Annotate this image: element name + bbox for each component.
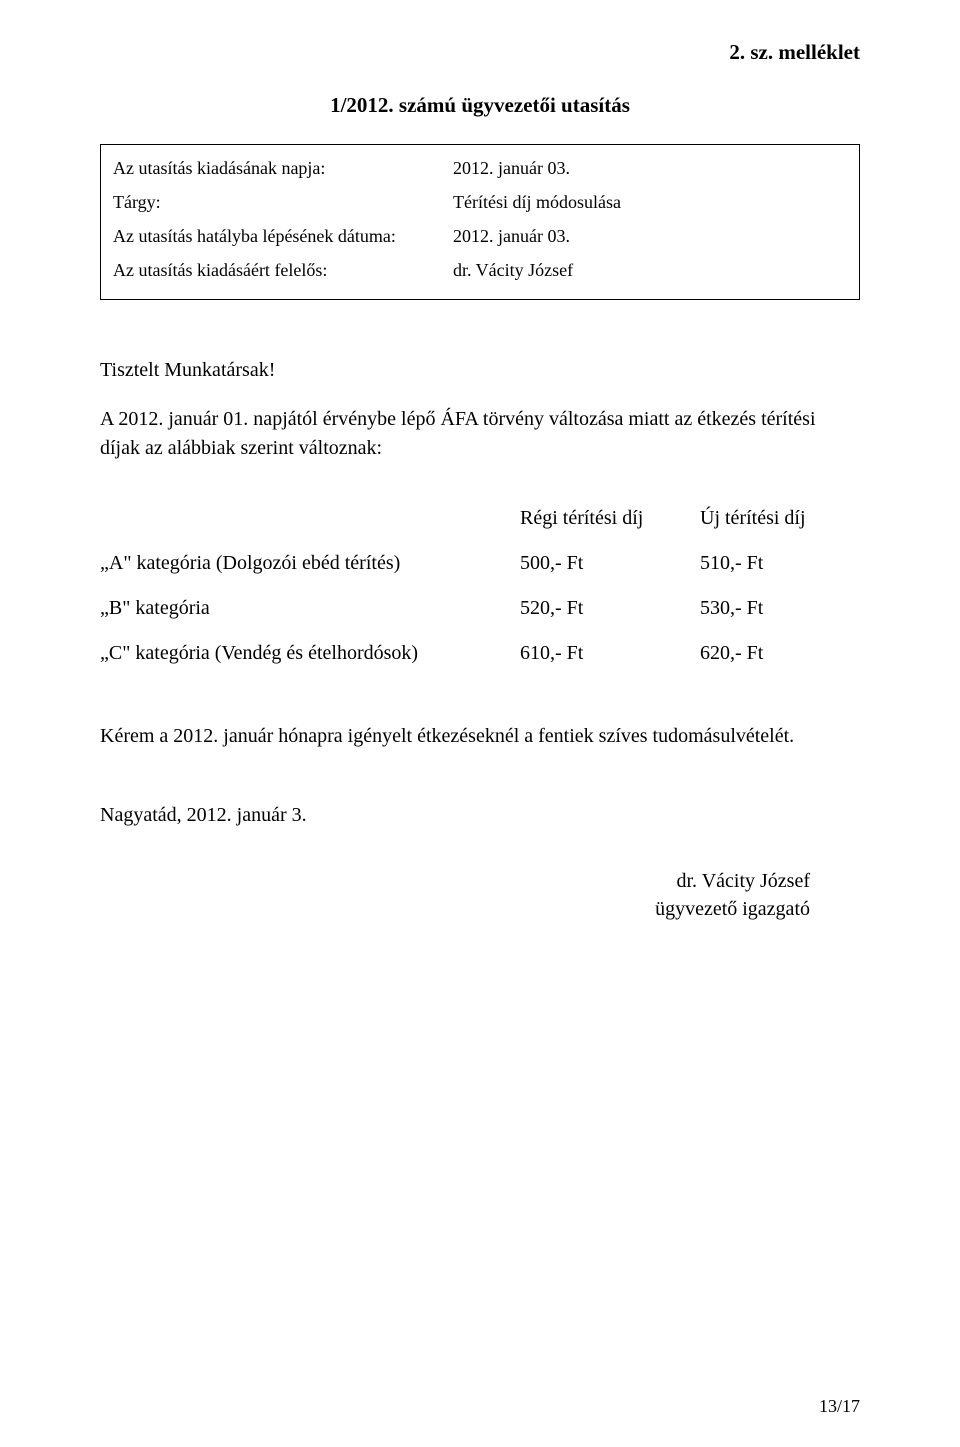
- document-title: 1/2012. számú ügyvezetői utasítás: [100, 93, 860, 118]
- fee-header-blank: [100, 507, 520, 530]
- fee-row: „C" kategória (Vendég és ételhordósok) 6…: [100, 642, 860, 665]
- signature-title: ügyvezető igazgató: [100, 895, 810, 923]
- meta-block: Az utasítás kiadásának napja: 2012. janu…: [100, 144, 860, 300]
- attachment-heading: 2. sz. melléklet: [100, 40, 860, 65]
- fee-label: „B" kategória: [100, 597, 520, 620]
- fee-old: 520,- Ft: [520, 597, 700, 620]
- meta-label: Az utasítás kiadásáért felelős:: [113, 257, 453, 285]
- fee-header-new: Új térítési díj: [700, 507, 860, 530]
- meta-row-subject: Tárgy: Térítési díj módosulása: [113, 189, 847, 217]
- meta-value: Térítési díj módosulása: [453, 189, 847, 217]
- intro-paragraph: A 2012. január 01. napjától érvénybe lép…: [100, 405, 860, 463]
- fee-header-row: Régi térítési díj Új térítési díj: [100, 507, 860, 530]
- body-text: Tisztelt Munkatársak! A 2012. január 01.…: [100, 356, 860, 463]
- signature-name: dr. Vácity József: [100, 867, 810, 895]
- date-line: Nagyatád, 2012. január 3.: [100, 804, 860, 827]
- meta-label: Az utasítás kiadásának napja:: [113, 155, 453, 183]
- meta-row-issue-date: Az utasítás kiadásának napja: 2012. janu…: [113, 155, 847, 183]
- fee-header-old: Régi térítési díj: [520, 507, 700, 530]
- meta-row-responsible: Az utasítás kiadásáért felelős: dr. Váci…: [113, 257, 847, 285]
- greeting: Tisztelt Munkatársak!: [100, 356, 860, 385]
- page-number: 13/17: [819, 1396, 860, 1417]
- fee-row: „A" kategória (Dolgozói ebéd térítés) 50…: [100, 552, 860, 575]
- meta-value: 2012. január 03.: [453, 155, 847, 183]
- fee-label: „A" kategória (Dolgozói ebéd térítés): [100, 552, 520, 575]
- fee-table: Régi térítési díj Új térítési díj „A" ka…: [100, 507, 860, 665]
- fee-new: 530,- Ft: [700, 597, 860, 620]
- fee-old: 610,- Ft: [520, 642, 700, 665]
- meta-row-effective: Az utasítás hatályba lépésének dátuma: 2…: [113, 223, 847, 251]
- fee-row: „B" kategória 520,- Ft 530,- Ft: [100, 597, 860, 620]
- signature-block: dr. Vácity József ügyvezető igazgató: [100, 867, 860, 923]
- meta-label: Az utasítás hatályba lépésének dátuma:: [113, 223, 453, 251]
- document-page: 2. sz. melléklet 1/2012. számú ügyvezető…: [0, 0, 960, 1447]
- fee-old: 500,- Ft: [520, 552, 700, 575]
- fee-new: 510,- Ft: [700, 552, 860, 575]
- meta-label: Tárgy:: [113, 189, 453, 217]
- meta-value: 2012. január 03.: [453, 223, 847, 251]
- meta-value: dr. Vácity József: [453, 257, 847, 285]
- fee-label: „C" kategória (Vendég és ételhordósok): [100, 642, 520, 665]
- fee-new: 620,- Ft: [700, 642, 860, 665]
- closing-text: Kérem a 2012. január hónapra igényelt ét…: [100, 725, 860, 748]
